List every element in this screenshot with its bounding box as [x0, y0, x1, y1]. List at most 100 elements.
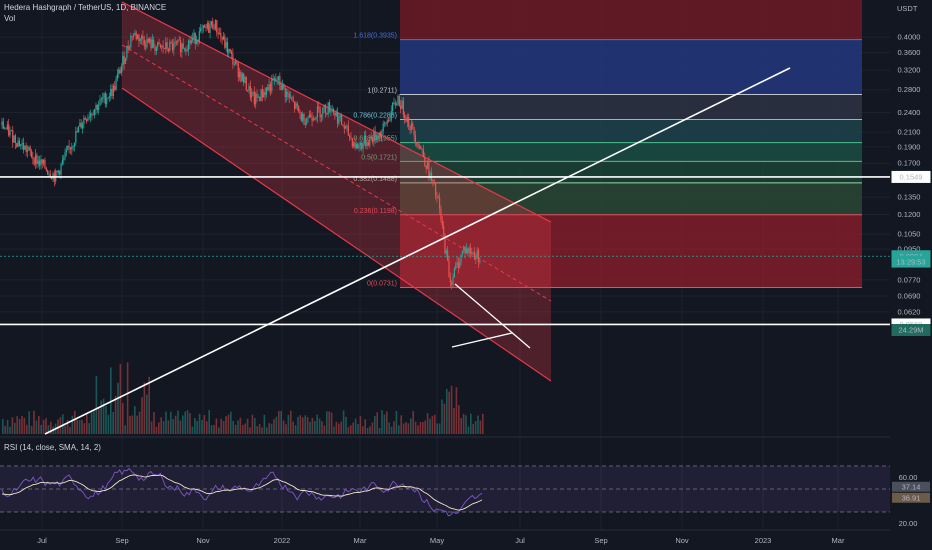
volume-bar: [90, 412, 93, 434]
price-axis[interactable]: 0.4000 0.3600 0.3200 0.2800 0.2400 0.2100 0.19…: [890, 0, 932, 550]
trend-drawings[interactable]: [0, 67, 890, 435]
candle-body: [421, 149, 423, 151]
candle-body: [32, 157, 34, 159]
candle-body: [198, 31, 200, 43]
candle-body: [116, 74, 119, 80]
candle-body: [473, 252, 476, 260]
candle-body: [257, 97, 259, 99]
volume-bar: [71, 415, 74, 434]
wedge-upper-line: [454, 283, 531, 349]
candle-body: [24, 145, 26, 150]
candle-body: [369, 136, 371, 146]
volume-bar: [400, 415, 402, 434]
candle-body: [194, 32, 196, 44]
candle-body: [132, 34, 135, 37]
candle-body: [34, 154, 37, 165]
candle-body: [6, 124, 8, 130]
volume-bar: [158, 422, 160, 434]
candle-body: [272, 78, 274, 81]
candle-body: [36, 154, 38, 165]
fibonacci-retracement[interactable]: 1.618(0.3935)1(0.2711)0.786(0.2288)0.618…: [353, 0, 862, 289]
price-tick-label: 0.0690: [898, 292, 921, 301]
candle-body: [18, 140, 21, 147]
candle-body: [342, 124, 344, 127]
candle-body: [409, 126, 411, 131]
volume-bar: [412, 411, 414, 434]
fib-zone: [400, 182, 862, 215]
candle-body: [428, 161, 430, 179]
candle-body: [434, 183, 437, 196]
volume-bar: [470, 413, 472, 434]
volume-bar: [74, 410, 76, 434]
candle-body: [115, 79, 117, 90]
candle-body: [267, 87, 269, 90]
candle-body: [390, 111, 392, 120]
candle-body: [175, 41, 178, 43]
candle-body: [367, 142, 370, 146]
candle-body: [154, 46, 156, 52]
volume-bar: [184, 411, 186, 434]
time-axis[interactable]: Jul Sep Nov 2022 Mar May Jul Sep Nov 2023 Mar: [0, 529, 890, 545]
volume-bar: [362, 426, 364, 434]
candle-body: [373, 131, 375, 143]
candle-body: [304, 123, 306, 125]
volume-bar: [417, 425, 419, 434]
candle-body: [173, 42, 175, 50]
volume-bar: [213, 424, 215, 434]
volume-bar: [95, 376, 98, 434]
volume-bar: [268, 422, 270, 434]
volume-bar: [45, 418, 47, 434]
volume-bar: [165, 411, 167, 434]
candle-body: [224, 36, 226, 48]
candle-body: [248, 85, 250, 91]
candle-body: [426, 161, 429, 169]
volume-bar: [273, 419, 275, 434]
candle-body: [443, 225, 445, 235]
volume-bar: [234, 424, 237, 434]
candle-body: [412, 123, 414, 127]
candle-body: [20, 144, 22, 147]
volume-bar: [383, 414, 386, 434]
candle-body: [437, 197, 439, 199]
fib-zone: [400, 142, 862, 162]
volume-bar: [198, 413, 201, 434]
candle-body: [471, 252, 473, 254]
volume-bar: [124, 425, 126, 434]
candle-body: [418, 146, 421, 148]
volume-bar: [258, 423, 261, 434]
candle-body: [268, 84, 270, 90]
candle-body: [436, 195, 438, 198]
price-tick-label: 0.1200: [898, 210, 921, 219]
volume-bar: [237, 420, 239, 434]
volume-bar: [167, 420, 170, 434]
volume-bar: [357, 424, 359, 434]
volume-bar: [290, 410, 292, 434]
candle-body: [237, 62, 239, 78]
price-badge-bg: [891, 255, 931, 268]
candle-body: [226, 42, 229, 54]
volume-bar: [390, 426, 393, 434]
candle-body: [336, 112, 339, 124]
candle-body: [315, 117, 317, 120]
rsi-label: RSI (14, close, SMA, 14, 2): [4, 443, 101, 452]
candle-body: [353, 142, 355, 147]
volume-bar: [285, 424, 287, 434]
candle-body: [330, 110, 332, 112]
price-badge-bg: [891, 170, 931, 183]
volume-bar: [402, 423, 405, 434]
price-badge-bg: [891, 323, 931, 336]
currency-label: USDT: [897, 4, 918, 13]
price-badge: 13:29:53: [896, 257, 925, 266]
candle-body: [382, 123, 384, 132]
candle-body: [413, 126, 415, 136]
volume-bar: [179, 420, 182, 434]
candle-body: [65, 149, 68, 153]
fib-level-label: 0.786(0.2288): [353, 112, 397, 119]
candle-body: [444, 234, 446, 254]
candle-body: [167, 49, 170, 51]
volume-bar: [28, 411, 30, 434]
candle-body: [25, 145, 27, 152]
candle-body: [322, 107, 324, 115]
volume-bar: [33, 410, 35, 434]
